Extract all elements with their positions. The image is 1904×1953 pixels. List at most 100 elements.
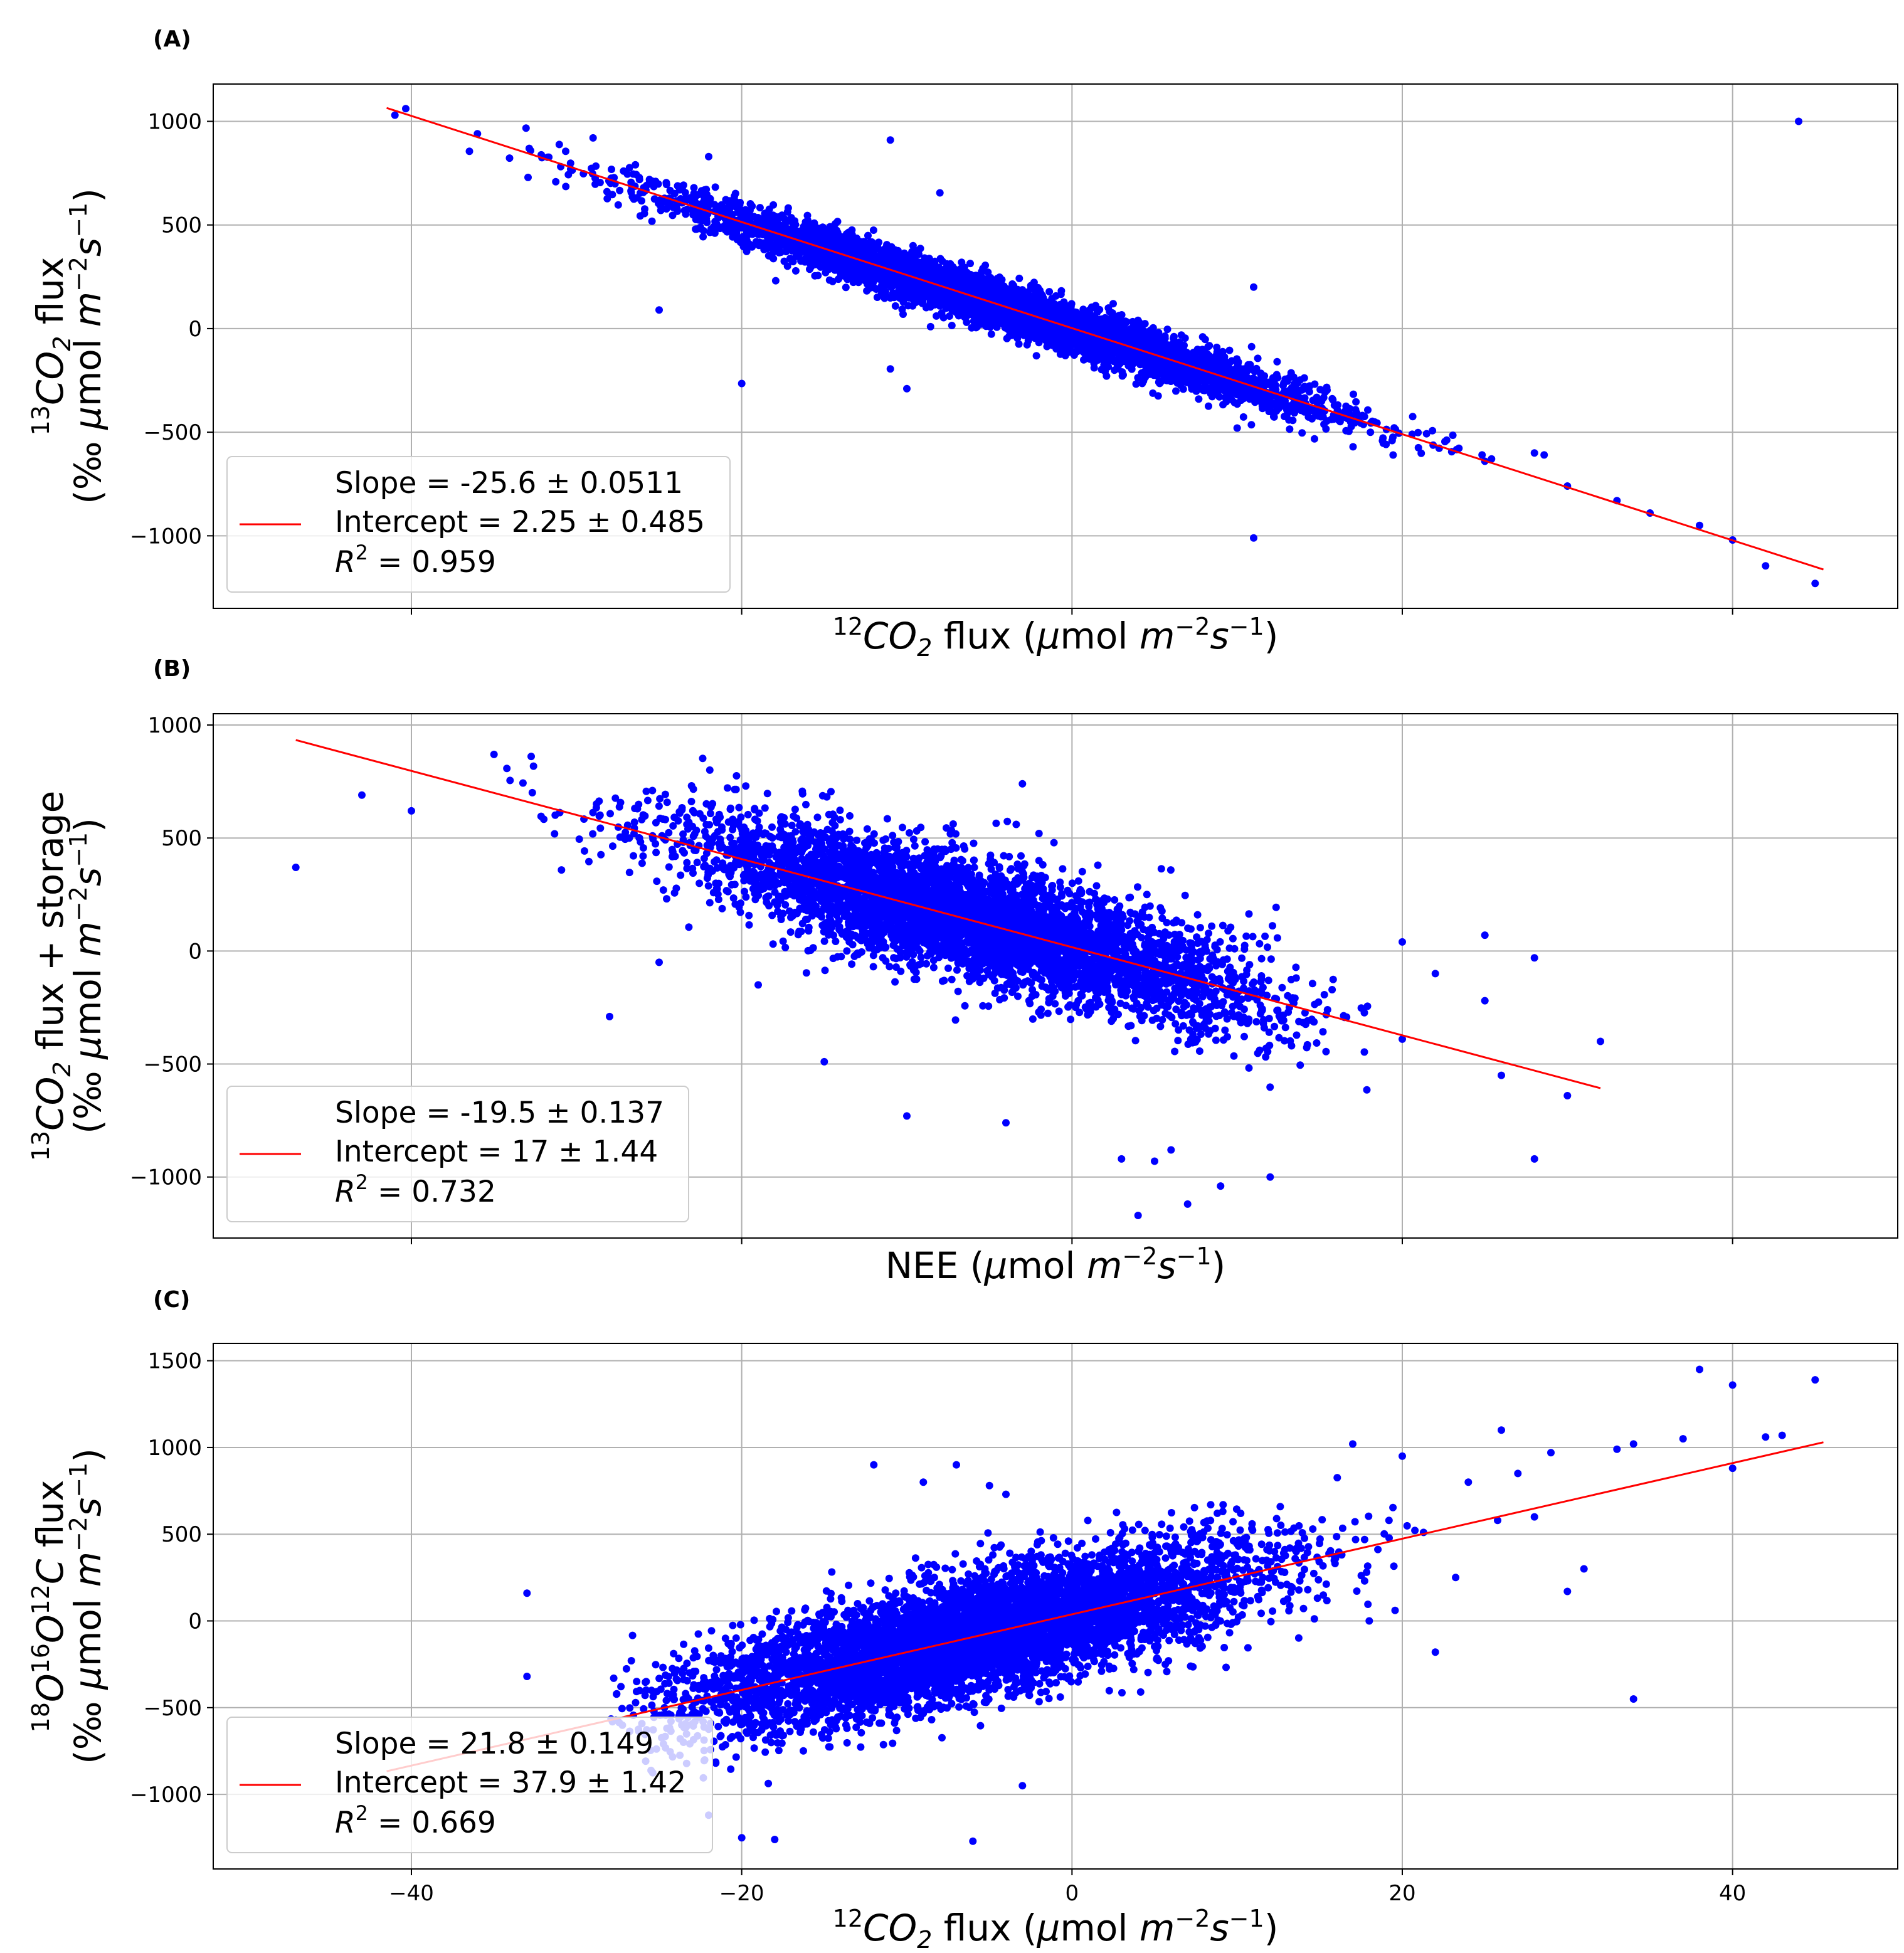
- data-point-a-3921: [910, 246, 918, 253]
- data-point-a-3240: [869, 226, 877, 234]
- data-point-a-4864: [1300, 374, 1308, 382]
- panel-label-a: (A): [153, 26, 191, 52]
- data-point-a-3002: [608, 166, 615, 173]
- data-point-a-828: [623, 170, 632, 178]
- data-point-a-4734: [1301, 394, 1309, 402]
- data-point-a-4639: [743, 246, 751, 254]
- data-point-a-3922: [1382, 440, 1390, 448]
- data-point-a-2696: [1367, 428, 1375, 437]
- data-point-a-1267: [524, 173, 532, 181]
- data-point-a-407: [1417, 449, 1425, 457]
- data-point-a-1505: [562, 183, 570, 191]
- data-point-a-4821: [640, 209, 648, 218]
- data-point-a-1243: [1478, 451, 1486, 459]
- data-point-a-1788: [1015, 274, 1023, 282]
- data-point-a-3657: [465, 147, 473, 156]
- data-point-a-4421: [1134, 374, 1142, 382]
- data-point-a-3101: [562, 147, 569, 156]
- data-point-a-543: [1449, 431, 1457, 439]
- data-point-a-2467: [552, 177, 560, 186]
- data-point-a-4939: [704, 201, 712, 209]
- data-point-a-4246: [981, 262, 990, 269]
- data-point-a-2921: [555, 140, 563, 149]
- data-point-a-4385: [650, 195, 658, 203]
- data-point-a-1264: [654, 180, 662, 188]
- data-point-a-3095: [711, 183, 719, 191]
- data-point-a-3412: [648, 217, 656, 225]
- data-point-a-1896: [825, 276, 833, 284]
- data-point-a-3222: [505, 154, 514, 162]
- data-point-a-4698: [987, 330, 995, 338]
- data-point-a-893: [1247, 342, 1256, 351]
- data-point-a-3783: [1128, 365, 1136, 373]
- data-point-a-1173: [699, 233, 707, 241]
- data-point-a-2792: [1132, 380, 1140, 388]
- data-point-a-4827: [775, 248, 783, 257]
- data-point-a-894: [638, 197, 645, 205]
- data-point-a-4042: [616, 186, 624, 194]
- data-point-a-647: [690, 184, 698, 192]
- data-point-a-4001: [916, 245, 924, 253]
- data-point-a-4153: [614, 201, 622, 209]
- data-point-a-1289: [1163, 326, 1171, 334]
- data-point-a-4731: [938, 257, 946, 265]
- data-point-a-179: [771, 277, 780, 285]
- data-point-a-4790: [632, 161, 640, 169]
- data-point-a-1469: [1311, 435, 1318, 443]
- data-point-a-3953: [1090, 364, 1098, 372]
- data-point-a-4758: [1254, 354, 1262, 363]
- data-point-a-2676: [1045, 288, 1054, 296]
- data-point-a-2170: [1172, 387, 1180, 395]
- data-point-a-4689: [1201, 336, 1209, 344]
- data-point-a-2875: [630, 195, 638, 203]
- data-point-a-1569: [1225, 346, 1234, 354]
- data-point-a-3360: [948, 322, 956, 329]
- data-point-a-689: [1205, 402, 1212, 410]
- data-point-a-4599: [1109, 300, 1117, 308]
- data-point-a-3286: [662, 181, 670, 189]
- scatter-points-a: [391, 105, 1819, 588]
- data-point-a-4582: [844, 275, 852, 283]
- data-point-a-4475: [1023, 341, 1031, 349]
- data-point-a-2893: [1247, 421, 1256, 429]
- data-point-a-3562: [1304, 413, 1313, 421]
- data-point-a-4883: [522, 124, 530, 132]
- data-point-a-4462: [843, 230, 850, 238]
- data-point-a-3359: [1389, 451, 1397, 459]
- data-point-a-4479: [1170, 332, 1178, 341]
- data-point-a-4816: [731, 189, 739, 198]
- data-point-a-626: [926, 322, 934, 331]
- data-point-a-2314: [1540, 451, 1548, 459]
- data-point-a-4474: [1298, 429, 1306, 437]
- data-point-a-4235: [1349, 443, 1357, 451]
- data-point-a-4912: [596, 179, 604, 186]
- data-point-a-2844: [1273, 357, 1281, 366]
- data-point-a-2987: [1057, 287, 1066, 295]
- data-point-a-3314: [958, 258, 966, 267]
- data-point-a-2029: [1364, 406, 1372, 414]
- data-point-a-97: [402, 105, 410, 113]
- data-point-a-3197: [966, 260, 974, 268]
- data-point-a-3793: [608, 191, 616, 199]
- data-point-a-4293: [1106, 307, 1114, 315]
- data-point-a-523: [756, 204, 764, 212]
- data-point-a-4322: [1239, 413, 1247, 421]
- data-point-a-3971: [814, 272, 822, 280]
- data-point-a-4431: [1286, 425, 1294, 433]
- data-point-a-4826: [695, 225, 704, 233]
- data-point-a-4510: [1328, 394, 1336, 403]
- grid-a: [213, 84, 1898, 608]
- data-point-a-4966: [680, 206, 689, 214]
- data-point-a-2525: [1093, 308, 1101, 316]
- data-point-a-3110: [1032, 352, 1040, 360]
- data-point-a-3008: [834, 275, 842, 283]
- data-point-a-4102: [806, 265, 813, 273]
- data-point-a-4899: [1252, 364, 1261, 373]
- data-point-a-3624: [791, 267, 800, 275]
- data-point-a-4801: [657, 206, 665, 214]
- data-point-a-3692: [627, 188, 635, 196]
- data-point-a-4756: [723, 227, 731, 235]
- data-point-a-1871: [1195, 395, 1203, 403]
